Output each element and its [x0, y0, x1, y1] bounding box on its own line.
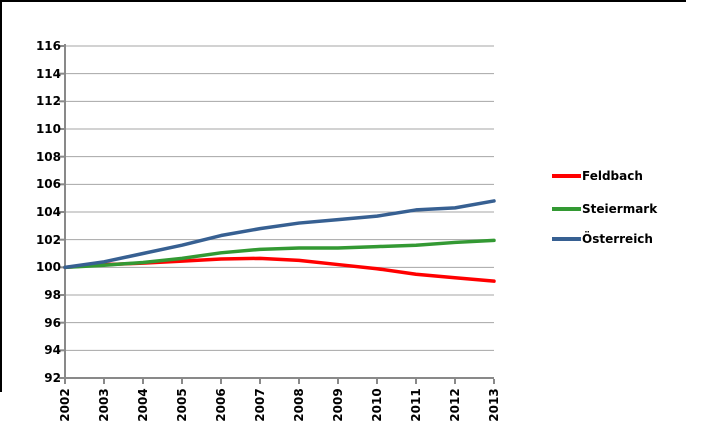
series-line-oesterreich [63, 199, 496, 270]
y-tick-label-114: 114 [35, 66, 61, 81]
y-tick-label-98: 98 [44, 288, 61, 302]
x-tick-label-2002: 2002 [58, 388, 72, 422]
y-tick-label-104: 104 [35, 205, 61, 219]
x-tick-label-2008: 2008 [292, 388, 306, 422]
series-line-steiermark [63, 238, 496, 270]
y-tick-label-102: 102 [35, 232, 61, 247]
legend-line-sample-feldbach [552, 174, 581, 178]
legend-label: Steiermark [582, 202, 658, 216]
x-tick-label-2013: 2013 [487, 388, 501, 422]
y-tick-label-106: 106 [35, 177, 61, 192]
legend-line-sample-steiermark [552, 207, 581, 211]
legend-label: Österreich [582, 232, 653, 246]
x-tick-label-2007: 2007 [253, 388, 267, 422]
y-tick-label-94: 94 [44, 343, 61, 358]
x-tick-label-2009: 2009 [331, 388, 345, 422]
legend-item-steiermark: Steiermark [552, 201, 657, 217]
x-tick-label-2003: 2003 [97, 388, 111, 422]
y-tick-label-108: 108 [35, 149, 61, 164]
x-tick-label-2005: 2005 [175, 388, 189, 422]
x-tick-label-2004: 2004 [136, 388, 150, 422]
frame-border-left [0, 0, 2, 392]
y-tick-label-116: 116 [35, 39, 61, 53]
x-tick-label-2010: 2010 [370, 388, 384, 422]
y-tick-label-112: 112 [35, 94, 61, 109]
x-tick-label-2006: 2006 [214, 388, 228, 422]
y-tick-label-100: 100 [35, 260, 61, 275]
y-tick-label-110: 110 [35, 122, 61, 136]
legend-line-sample-oesterreich [552, 237, 581, 241]
frame-border-top [0, 0, 686, 2]
legend-item-oesterreich: Österreich [552, 231, 653, 247]
legend-label: Feldbach [582, 169, 643, 183]
y-tick-label-92: 92 [44, 371, 61, 385]
y-tick-label-96: 96 [44, 315, 61, 330]
legend-item-feldbach: Feldbach [552, 168, 643, 184]
x-tick-label-2011: 2011 [409, 388, 423, 422]
x-tick-label-2012: 2012 [448, 388, 462, 422]
